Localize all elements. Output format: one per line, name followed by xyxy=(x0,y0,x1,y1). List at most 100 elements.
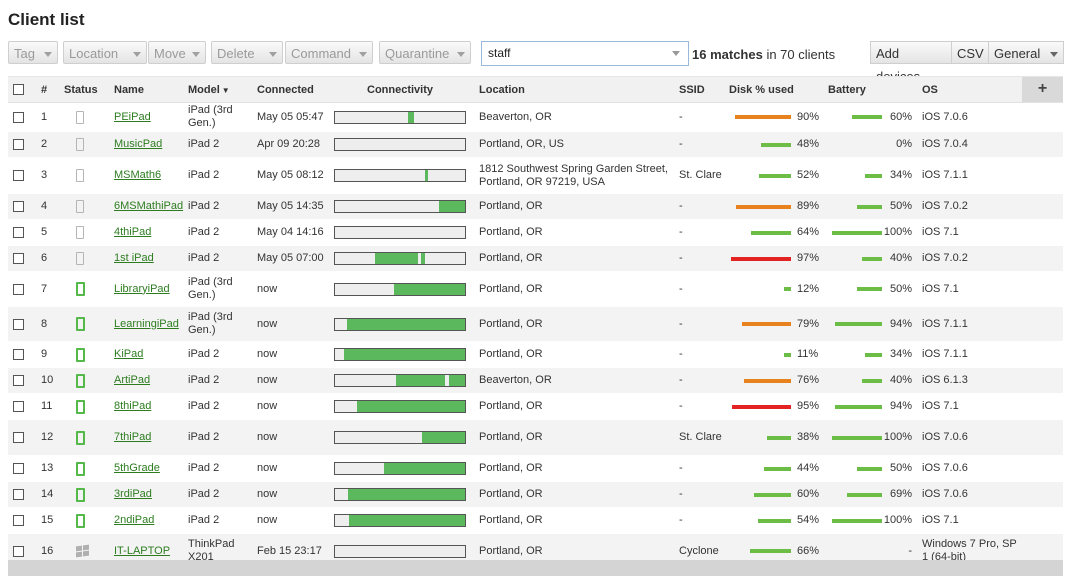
row-checkbox[interactable] xyxy=(13,545,24,557)
connectivity-bar xyxy=(334,348,466,361)
row-checkbox[interactable] xyxy=(13,375,24,386)
col-battery[interactable]: Battery xyxy=(828,84,866,96)
move-dropdown[interactable]: Move xyxy=(148,41,206,64)
row-model: iPad 2 xyxy=(188,348,220,360)
row-location: Portland, OR xyxy=(479,544,543,557)
col-disk[interactable]: Disk % used xyxy=(729,84,794,96)
ipad-green-icon xyxy=(76,461,85,476)
row-checkbox[interactable] xyxy=(13,515,24,526)
row-checkbox[interactable] xyxy=(13,201,24,212)
battery-bar xyxy=(865,352,882,357)
row-number: 9 xyxy=(41,348,48,360)
disk-usage-value: 64% xyxy=(797,226,820,238)
quarantine-dropdown[interactable]: Quarantine xyxy=(379,41,471,64)
table-row[interactable]: 6 1st iPad iPad 2 May 05 07:00 Portland, OR -… xyxy=(8,246,1063,272)
row-model: iPad 2 xyxy=(188,374,220,386)
general-dropdown[interactable]: General xyxy=(988,41,1064,64)
col-connected[interactable]: Connected xyxy=(257,84,314,96)
tag-dropdown[interactable]: Tag xyxy=(8,41,58,64)
device-name-link[interactable]: 5thGrade xyxy=(114,462,160,474)
device-name-link[interactable]: 3rdiPad xyxy=(114,488,152,500)
chevron-down-icon[interactable] xyxy=(672,51,680,56)
add-devices-button[interactable]: Add devices xyxy=(870,41,952,84)
table-row[interactable]: 7 LibraryiPad iPad (3rd Gen.) now Portland, … xyxy=(8,272,1063,307)
select-all-checkbox[interactable] xyxy=(13,84,24,95)
row-checkbox[interactable] xyxy=(13,463,24,474)
row-os: iOS 7.0.2 xyxy=(922,200,968,212)
battery-value: 50% xyxy=(889,200,912,212)
row-checkbox[interactable] xyxy=(13,139,24,150)
table-row[interactable]: 8 LearningiPad iPad (3rd Gen.) now Portland,… xyxy=(8,307,1063,342)
col-ssid[interactable]: SSID xyxy=(679,84,705,96)
row-number: 14 xyxy=(41,488,54,500)
row-checkbox[interactable] xyxy=(13,489,24,500)
row-checkbox[interactable] xyxy=(13,227,24,238)
row-checkbox[interactable] xyxy=(13,318,24,330)
connectivity-bar xyxy=(334,514,466,527)
device-name-link[interactable]: 6MSMathiPad xyxy=(114,200,184,212)
device-name-link[interactable]: 7thiPad xyxy=(114,431,152,443)
row-checkbox[interactable] xyxy=(13,111,24,123)
connectivity-segment xyxy=(357,401,465,412)
row-checkbox[interactable] xyxy=(13,283,24,295)
col-model[interactable]: Model ▼ xyxy=(188,77,230,104)
table-row[interactable]: 3 MSMath6 iPad 2 May 05 08:12 1812 Southwest… xyxy=(8,158,1063,194)
table-row[interactable]: 12 7thiPad iPad 2 now Portland, OR St. Clare 3… xyxy=(8,420,1063,456)
col-connectivity[interactable]: Connectivity xyxy=(367,84,434,96)
table-row[interactable]: 1 PEiPad iPad (3rd Gen.) May 05 05:47 Beaver… xyxy=(8,103,1063,132)
csv-button[interactable]: CSV xyxy=(951,41,989,64)
table-row[interactable]: 2 MusicPad iPad 2 Apr 09 20:28 Portland, OR,… xyxy=(8,132,1063,158)
row-disk: 60% xyxy=(729,482,821,507)
row-status xyxy=(76,158,96,193)
disk-usage-bar xyxy=(759,173,791,178)
table-row[interactable]: 14 3rdiPad iPad 2 now Portland, OR - 60% 69% iOS… xyxy=(8,482,1063,508)
row-checkbox[interactable] xyxy=(13,349,24,360)
table-row[interactable]: 15 2ndiPad iPad 2 now Portland, OR - 54% 100% iO… xyxy=(8,508,1063,534)
device-name-link[interactable]: IT-LAPTOP xyxy=(114,544,171,557)
command-dropdown[interactable]: Command xyxy=(285,41,373,64)
row-os: iOS 7.0.6 xyxy=(922,462,968,474)
chevron-down-icon xyxy=(133,52,141,57)
col-location[interactable]: Location xyxy=(479,84,525,96)
row-checkbox-cell xyxy=(13,220,27,245)
col-os[interactable]: OS xyxy=(922,84,938,96)
device-name-link[interactable]: 2ndiPad xyxy=(114,514,155,526)
device-name-link[interactable]: MusicPad xyxy=(114,138,163,150)
row-model: iPad 2 xyxy=(188,226,220,238)
device-name-link[interactable]: 1st iPad xyxy=(114,252,154,264)
row-model: iPad 2 xyxy=(188,431,220,443)
device-name-link[interactable]: PEiPad xyxy=(114,110,151,123)
table-row[interactable]: 10 ArtiPad iPad 2 now Beaverton, OR - 76% 40% iO… xyxy=(8,368,1063,394)
device-name-link[interactable]: 8thiPad xyxy=(114,400,152,412)
search-input[interactable]: staff xyxy=(481,41,689,66)
row-checkbox[interactable] xyxy=(13,401,24,412)
device-name-link[interactable]: LibraryiPad xyxy=(114,282,170,295)
add-column-button[interactable]: + xyxy=(1022,77,1063,102)
device-name-link[interactable]: LearningiPad xyxy=(114,317,179,330)
windows-icon xyxy=(76,544,90,558)
connectivity-bar xyxy=(334,317,466,331)
delete-dropdown[interactable]: Delete xyxy=(211,41,283,64)
table-row[interactable]: 4 6MSMathiPad iPad 2 May 05 14:35 Portland, … xyxy=(8,194,1063,220)
disk-usage-value: 52% xyxy=(797,169,820,181)
table-row[interactable]: 13 5thGrade iPad 2 now Portland, OR - 44% 50% iO… xyxy=(8,456,1063,482)
table-row[interactable]: 5 4thiPad iPad 2 May 04 14:16 Portland, OR - 6… xyxy=(8,220,1063,246)
row-os: iOS 7.0.6 xyxy=(922,110,968,123)
row-battery: 34% xyxy=(828,158,912,193)
battery-bar xyxy=(857,466,882,471)
row-checkbox[interactable] xyxy=(13,170,24,181)
row-checkbox[interactable] xyxy=(13,253,24,264)
device-name-link[interactable]: ArtiPad xyxy=(114,374,151,386)
table-row[interactable]: 11 8thiPad iPad 2 now Portland, OR - 95% 94% iOS… xyxy=(8,394,1063,420)
table-row[interactable]: 9 KiPad iPad 2 now Portland, OR - 11% 34% iOS 7.… xyxy=(8,342,1063,368)
device-name-link[interactable]: 4thiPad xyxy=(114,226,152,238)
row-disk: 52% xyxy=(729,158,821,193)
row-checkbox[interactable] xyxy=(13,432,24,443)
row-os: iOS 7.1.1 xyxy=(922,169,968,181)
device-name-link[interactable]: KiPad xyxy=(114,348,144,360)
location-dropdown[interactable]: Location xyxy=(63,41,147,64)
col-name[interactable]: Name xyxy=(114,84,144,96)
device-name-link[interactable]: MSMath6 xyxy=(114,169,162,181)
col-status[interactable]: Status xyxy=(64,84,98,96)
row-connected: Apr 09 20:28 xyxy=(257,138,320,150)
